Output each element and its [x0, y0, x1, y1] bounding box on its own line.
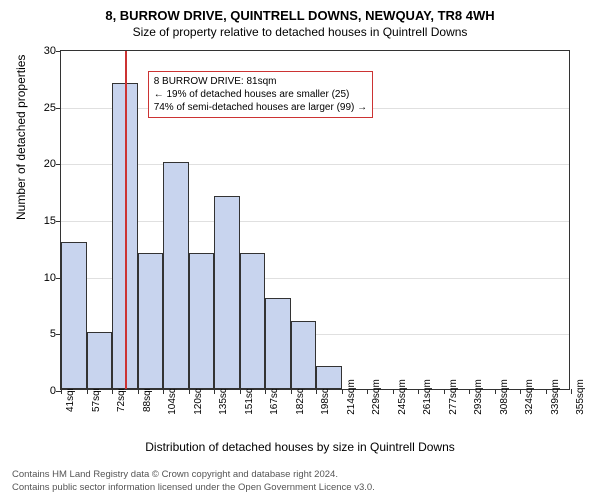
ytick-mark: [56, 51, 61, 52]
xtick-label: 324sqm: [524, 379, 535, 415]
histogram-bar: [138, 253, 164, 389]
xtick-mark: [240, 389, 241, 394]
xtick-mark: [495, 389, 496, 394]
histogram-bar: [265, 298, 291, 389]
histogram-bar: [163, 162, 189, 389]
xtick-mark: [112, 389, 113, 394]
ytick-mark: [56, 221, 61, 222]
xtick-mark: [520, 389, 521, 394]
xtick-mark: [316, 389, 317, 394]
xtick-mark: [418, 389, 419, 394]
xtick-mark: [393, 389, 394, 394]
xtick-mark: [61, 389, 62, 394]
xtick-mark: [189, 389, 190, 394]
xtick-label: 261sqm: [422, 379, 433, 415]
footer: Contains HM Land Registry data © Crown c…: [12, 469, 375, 494]
xtick-mark: [571, 389, 572, 394]
xtick-label: 245sqm: [397, 379, 408, 415]
ytick-label: 15: [44, 215, 56, 227]
histogram-bar: [87, 332, 113, 389]
xtick-mark: [469, 389, 470, 394]
ytick-label: 0: [50, 385, 56, 397]
plot: 05101520253041sqm57sqm72sqm88sqm104sqm12…: [61, 51, 569, 389]
histogram-bar: [61, 242, 87, 389]
histogram-bar: [316, 366, 342, 389]
xtick-mark: [87, 389, 88, 394]
xtick-mark: [265, 389, 266, 394]
annotation-line: 74% of semi-detached houses are larger (…: [154, 101, 367, 114]
xtick-mark: [138, 389, 139, 394]
title-sub: Size of property relative to detached ho…: [0, 23, 600, 39]
xtick-label: 214sqm: [346, 379, 357, 415]
xtick-label: 293sqm: [473, 379, 484, 415]
ytick-label: 20: [44, 158, 56, 170]
annotation-box: 8 BURROW DRIVE: 81sqm← 19% of detached h…: [148, 71, 373, 118]
xtick-mark: [444, 389, 445, 394]
x-axis-label: Distribution of detached houses by size …: [0, 440, 600, 454]
ytick-label: 30: [44, 45, 56, 57]
histogram-bar: [240, 253, 266, 389]
histogram-bar: [214, 196, 240, 389]
ytick-label: 5: [50, 328, 56, 340]
annotation-line: ← 19% of detached houses are smaller (25…: [154, 88, 367, 101]
ytick-mark: [56, 108, 61, 109]
xtick-mark: [367, 389, 368, 394]
histogram-bar: [291, 321, 317, 389]
xtick-mark: [163, 389, 164, 394]
ytick-label: 25: [44, 102, 56, 114]
xtick-mark: [342, 389, 343, 394]
xtick-label: 229sqm: [371, 379, 382, 415]
annotation-line: 8 BURROW DRIVE: 81sqm: [154, 75, 367, 88]
xtick-label: 339sqm: [550, 379, 561, 415]
highlight-line: [125, 51, 127, 389]
footer-line-1: Contains HM Land Registry data © Crown c…: [12, 469, 375, 481]
footer-line-2: Contains public sector information licen…: [12, 482, 375, 494]
xtick-mark: [214, 389, 215, 394]
y-axis-label: Number of detached properties: [14, 55, 28, 220]
xtick-mark: [546, 389, 547, 394]
title-main: 8, BURROW DRIVE, QUINTRELL DOWNS, NEWQUA…: [0, 0, 600, 23]
ytick-label: 10: [44, 272, 56, 284]
ytick-mark: [56, 164, 61, 165]
xtick-label: 277sqm: [448, 379, 459, 415]
xtick-label: 308sqm: [499, 379, 510, 415]
xtick-label: 355sqm: [575, 379, 586, 415]
chart-area: 05101520253041sqm57sqm72sqm88sqm104sqm12…: [60, 50, 570, 390]
histogram-bar: [189, 253, 215, 389]
xtick-mark: [291, 389, 292, 394]
